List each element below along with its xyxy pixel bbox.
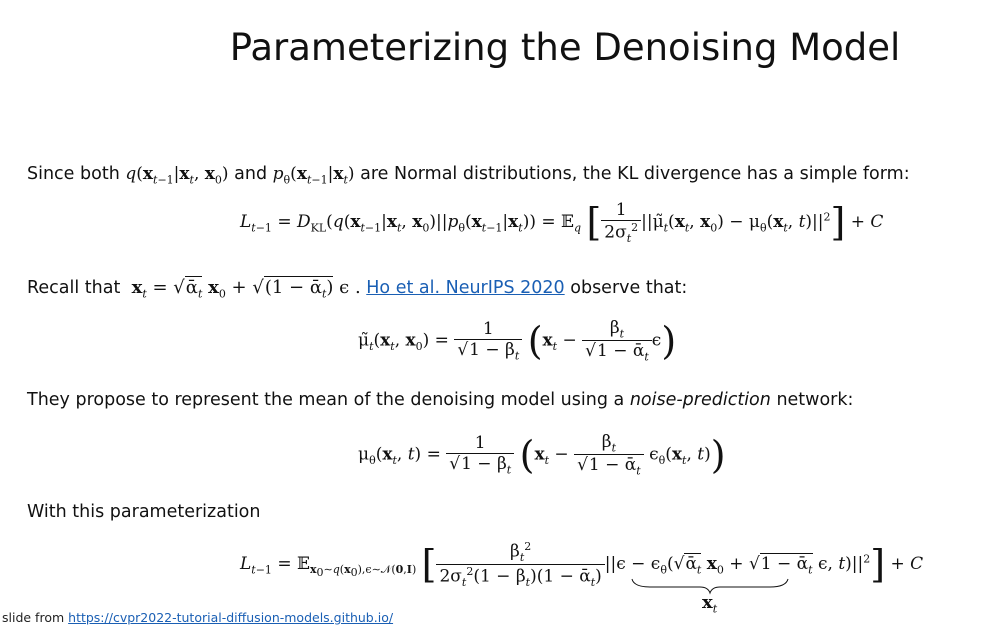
model-mean-equation: μθ(xt, t) = 1 √1 − βt (xt − βt √1 − ᾱt ϵθ(…: [358, 432, 726, 478]
q-posterior-math: q(xt−1|xt, x0): [125, 164, 229, 187]
posterior-mean-equation: μ̃t(xt, x0) = 1 √1 − βt (xt − βt √1 − ᾱt ϵ): [358, 318, 677, 364]
slide-footer: slide from https://cvpr2022-tutorial-dif…: [2, 610, 393, 625]
ho-et-al-link[interactable]: Ho et al. NeurIPS 2020: [366, 278, 565, 298]
footer-text: slide from: [2, 610, 65, 625]
kl-equation: Lt−1 = DKL(q(xt−1|xt, x0)||pθ(xt−1|xt)) …: [240, 200, 884, 246]
with-parameterization-text: With this parameterization: [27, 502, 261, 522]
kl-intro-end: are Normal distributions, the KL diverge…: [360, 164, 910, 184]
propose-end: network:: [776, 390, 854, 410]
kl-intro-line: Since both q(xt−1|xt, x0) and pθ(xt−1|xt…: [27, 164, 910, 186]
slide-title: Parameterizing the Denoising Model: [229, 26, 901, 69]
p-theta-math: pθ(xt−1|xt): [272, 164, 355, 187]
kl-intro-and: and: [234, 164, 268, 184]
recall-end: observe that:: [570, 278, 688, 298]
underbrace: [631, 578, 789, 595]
underbrace-label: xt: [702, 592, 718, 616]
forward-process-math: xt = √ᾱt x0 + √(1 − ᾱt) ϵ .: [131, 276, 361, 301]
recall-line: Recall that xt = √ᾱt x0 + √(1 − ᾱt) ϵ . …: [27, 276, 688, 301]
kl-intro-start: Since both: [27, 164, 120, 184]
recall-start: Recall that: [27, 278, 121, 298]
noise-prediction-emphasis: noise-prediction: [629, 390, 771, 410]
propose-start: They propose to represent the mean of th…: [27, 390, 625, 410]
propose-line: They propose to represent the mean of th…: [27, 390, 853, 410]
footer-link[interactable]: https://cvpr2022-tutorial-diffusion-mode…: [68, 610, 394, 625]
loss-equation: Lt−1 = 𝔼x0∼q(x0),ϵ∼𝒩(0,I) [βt2 2σt2(1 − β…: [240, 540, 924, 590]
